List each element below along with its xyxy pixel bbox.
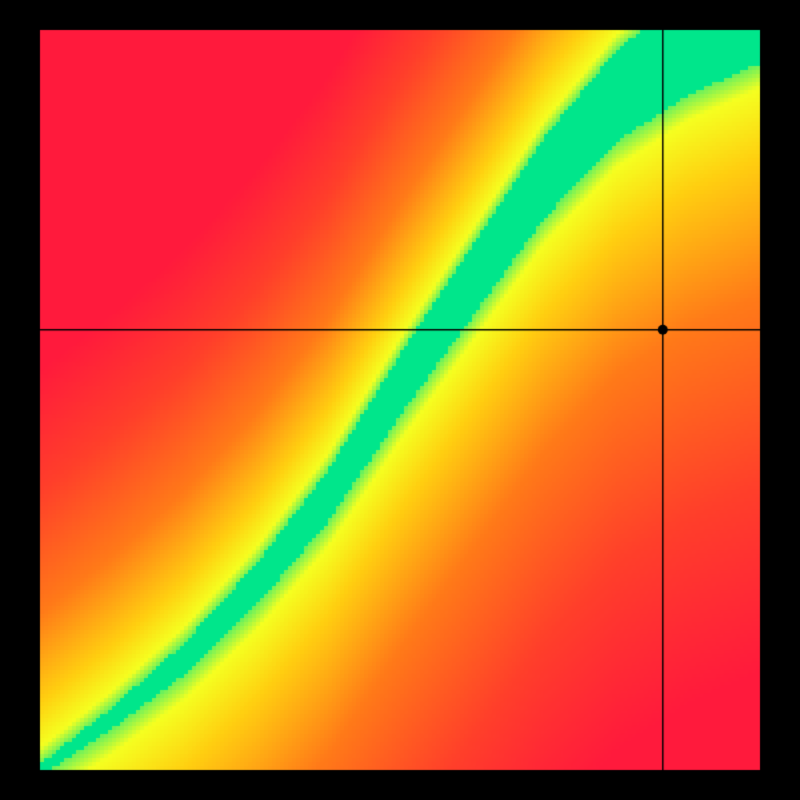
- bottleneck-heatmap: [0, 0, 800, 800]
- chart-frame: TheBottleneck.com: [0, 0, 800, 800]
